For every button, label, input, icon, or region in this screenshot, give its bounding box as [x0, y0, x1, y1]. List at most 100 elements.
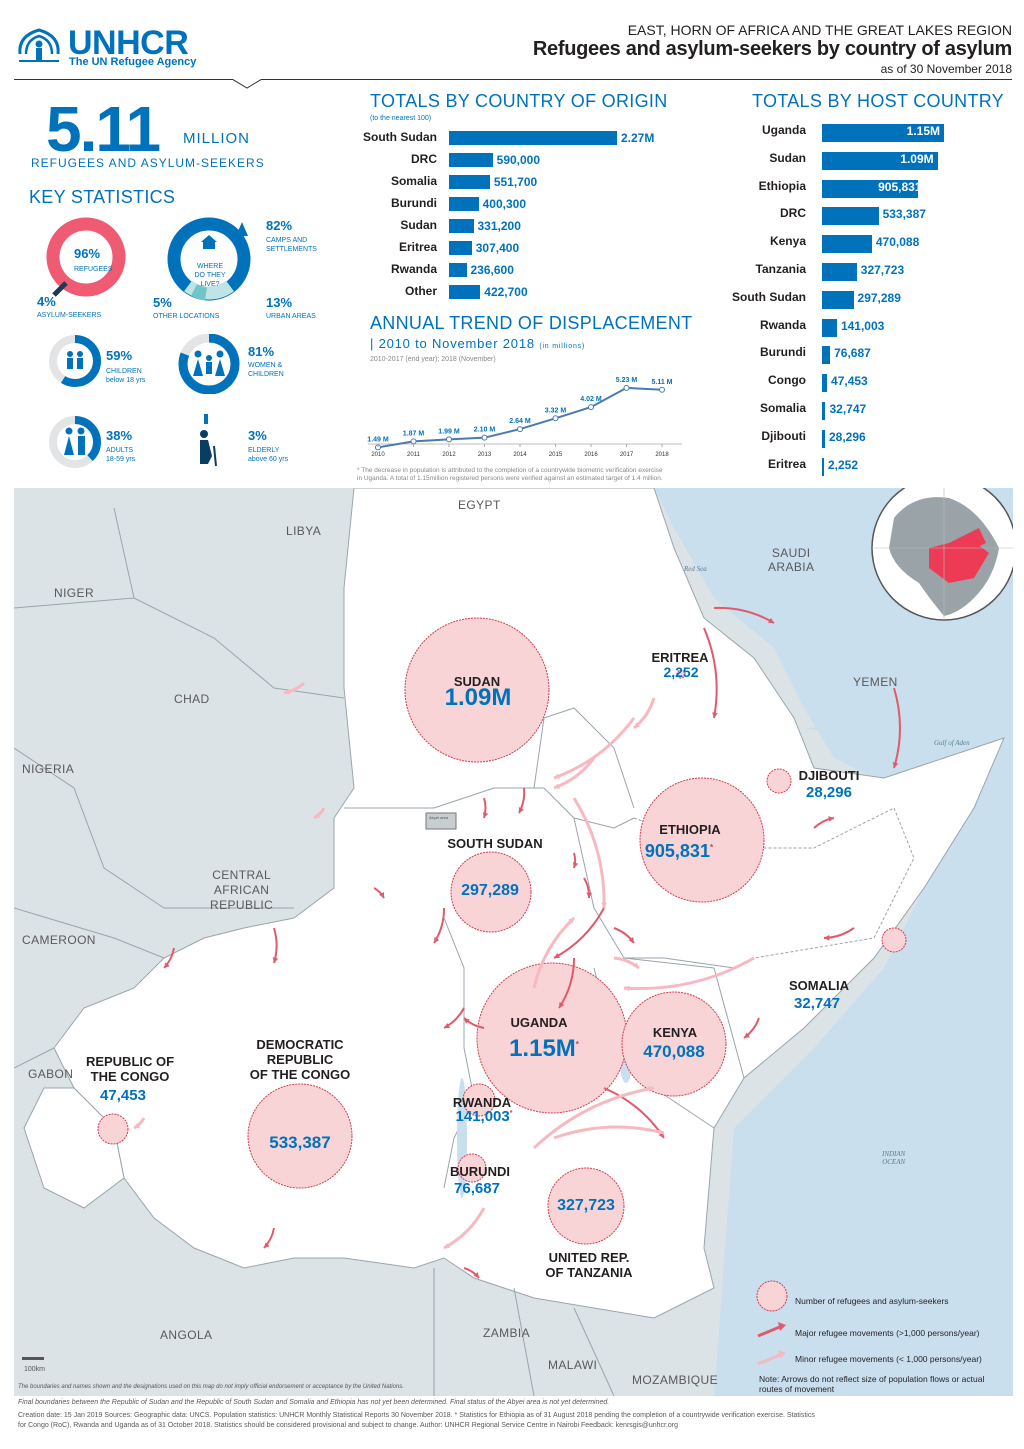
bar-category-label: Eritrea	[398, 240, 437, 254]
circle-rwanda	[462, 1083, 496, 1117]
trend-data-label: 1.87 M	[403, 430, 425, 437]
trend-year-label: 2012	[442, 452, 456, 458]
host-value-ethiopia: 905,831*	[644, 841, 714, 861]
circle-ethiopia	[639, 777, 765, 903]
bar-value-label: 327,723	[860, 263, 905, 277]
label-saudi-arabia: SAUDI ARABIA	[768, 546, 815, 574]
bar-category-label: Other	[404, 284, 437, 298]
bar-category-label: DRC	[411, 152, 437, 166]
host-label-rwanda: RWANDA	[452, 1095, 512, 1110]
label-mozambique: MOZAMBIQUE	[632, 1373, 719, 1387]
bar-row: Burundi 400,300	[360, 196, 690, 212]
circle-djibouti	[766, 768, 792, 794]
adults-pct: 38%	[106, 428, 133, 443]
trend-year-label: 2013	[478, 452, 492, 458]
footer-sources: Creation date: 15 Jan 2019 Sources: Geog…	[18, 1412, 815, 1419]
movement-arrowhead	[624, 985, 630, 992]
bar-category-label: Somalia	[390, 174, 437, 188]
bar-row: Somalia 32,747	[730, 401, 1014, 420]
host-heading: TOTALS BY HOST COUNTRY	[752, 91, 1004, 111]
bar	[822, 290, 854, 309]
bar-category-label: Uganda	[761, 123, 806, 137]
bar-row: South Sudan 297,289	[730, 290, 1014, 309]
unhcr-logo-icon	[18, 28, 60, 62]
bar-category-label: Kenya	[769, 234, 806, 249]
circle-burundi	[457, 1153, 487, 1183]
trend-point	[552, 415, 559, 422]
bar-category-label: Ethiopia	[758, 178, 806, 193]
scale-bar	[22, 1357, 44, 1360]
trend-year-label: 2016	[584, 452, 598, 458]
bar-value-label: 236,600	[470, 263, 514, 277]
movement-arrowhead	[648, 1086, 654, 1092]
bar-category-label: Burundi	[391, 196, 437, 210]
refugees-pct: 96%	[74, 246, 101, 261]
legend-minor: Minor refugee movements (< 1,000 persons…	[795, 1354, 982, 1364]
movement-arrowhead	[824, 934, 830, 941]
movement-arrow	[532, 1086, 655, 1150]
movement-arrowhead	[586, 892, 593, 898]
movement-arrowhead	[554, 783, 560, 789]
bar-category-label: Congo	[768, 373, 806, 388]
host-label-djibouti: DJIBOUTI	[798, 768, 860, 783]
women-children-label: WOMEN & CHILDREN	[248, 362, 284, 378]
movement-arrowhead	[768, 617, 774, 623]
bar-row: Sudan 1.09M	[730, 151, 1014, 170]
host-label-congo: REPUBLIC OF THE CONGO	[85, 1054, 175, 1084]
trend-point	[659, 386, 665, 393]
trend-footnote: * The decrease in population is attribut…	[357, 467, 663, 482]
bar-category-label: Sudan	[400, 218, 437, 232]
label-niger: NIGER	[54, 586, 95, 600]
movement-arrowhead	[164, 962, 170, 968]
trend-point	[410, 438, 417, 445]
bar-row: Other 422,700	[360, 284, 690, 300]
as-of-date: as of 30 November 2018	[880, 62, 1012, 76]
header-divider	[14, 79, 1012, 80]
host-label-uganda: UGANDA	[510, 1015, 568, 1030]
key-statistics-heading: KEY STATISTICS	[29, 187, 176, 207]
label-libya: LIBYA	[286, 524, 322, 538]
adults-gauge	[49, 416, 101, 468]
movement-arrowhead	[378, 892, 385, 898]
asylum-pct: 4%	[37, 294, 56, 309]
camps-label: CAMPS and SETTLEMENTS	[266, 237, 317, 253]
movement-arrowhead	[434, 937, 440, 943]
movement-arrowhead	[828, 816, 834, 822]
trend-heading: ANNUAL TREND OF DISPLACEMENT	[370, 313, 693, 333]
bar-row: Congo 47,453	[730, 373, 1014, 393]
scale-label: 100km	[24, 1366, 46, 1373]
children-label: CHILDREN below 18 yrs	[106, 368, 146, 384]
trend-data-label: 5.23 M	[616, 377, 638, 384]
legend-symbols	[756, 1280, 788, 1366]
house-icon	[201, 235, 217, 249]
label-gabon: GABON	[28, 1067, 74, 1081]
circle-somalia-circle	[881, 927, 907, 953]
women-children-gauge	[178, 334, 240, 394]
total-refugees-number: 5.11	[46, 93, 161, 165]
bar	[822, 151, 938, 170]
movement-arrowhead	[628, 937, 634, 943]
bar-row: Rwanda 236,600	[360, 262, 690, 278]
movement-arrowhead	[134, 1122, 140, 1129]
movement-arrowhead	[444, 1242, 450, 1249]
bar-category-label: Rwanda	[390, 262, 437, 276]
bar	[822, 374, 828, 393]
origin-heading: TOTALS BY COUNTRY OF ORIGIN	[370, 91, 668, 111]
bar-value-label: 32,747	[829, 402, 867, 416]
trend-point	[623, 384, 630, 391]
movement-arrow	[572, 797, 606, 909]
movement-arrow	[553, 907, 605, 959]
host-label-south-sudan: SOUTH SUDAN	[447, 836, 543, 851]
elderly-label: ELDERLY above 60 yrs	[248, 447, 289, 463]
trend-data-label: 2.10 M	[474, 427, 496, 434]
legend-note: Note: Arrows do not reflect size of popu…	[759, 1374, 985, 1394]
host-bar-chart: Uganda 1.15M Sudan 1.09M Ethiopia 905,831 DRC 5…	[730, 123, 1014, 481]
bar-value-label: 141,003	[840, 318, 885, 333]
trend-point	[481, 434, 488, 441]
trend-data-label: 1.99 M	[438, 428, 460, 435]
bar	[822, 429, 825, 448]
label-malawi: MALAWI	[548, 1358, 598, 1372]
movement-arrowhead	[634, 722, 640, 728]
bar-value-label: 297,289	[857, 290, 901, 305]
host-value-tanzania: 327,723	[557, 1197, 615, 1214]
